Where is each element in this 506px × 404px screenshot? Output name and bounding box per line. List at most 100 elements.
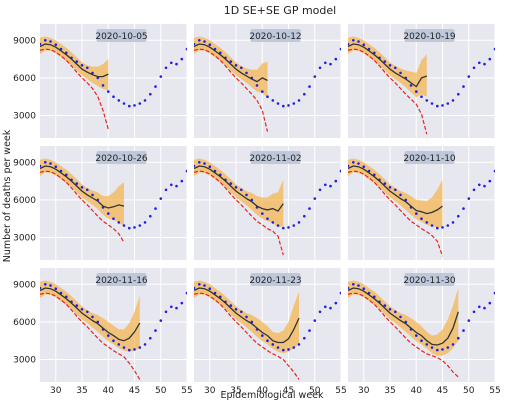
observed-point — [255, 84, 259, 87]
x-tick-label: 30 — [204, 386, 216, 396]
observed-point — [472, 188, 476, 192]
prediction-line — [348, 287, 459, 346]
observed-point — [488, 179, 492, 183]
uncertainty-band — [194, 36, 268, 98]
panel-date-box — [250, 29, 301, 42]
observed-point — [112, 217, 115, 220]
observed-point — [194, 286, 196, 290]
observed-point — [276, 346, 280, 349]
observed-point — [451, 99, 455, 102]
observed-point — [143, 221, 147, 224]
observed-point — [352, 161, 355, 164]
observed-point — [415, 90, 418, 93]
x-tick-label: 50 — [463, 386, 475, 396]
observed-point — [334, 301, 338, 305]
observed-point — [96, 320, 100, 324]
observed-point — [472, 310, 476, 314]
x-tick-label: 55 — [181, 386, 192, 396]
observed-point — [425, 99, 429, 102]
panel-date-box — [404, 29, 455, 42]
observed-point — [303, 336, 306, 340]
observed-point — [112, 95, 115, 98]
observed-point — [107, 334, 110, 337]
x-tick-label: 30 — [50, 386, 62, 396]
x-tick-label: 45 — [437, 386, 448, 396]
observed-point — [318, 188, 322, 192]
observed-point — [362, 287, 366, 291]
observed-point — [159, 319, 163, 322]
prediction-line — [194, 165, 284, 212]
observed-point — [208, 287, 212, 291]
observed-point — [324, 61, 327, 65]
observed-point — [175, 306, 178, 310]
observed-point — [282, 226, 285, 230]
observed-point — [86, 310, 89, 314]
observed-point — [138, 346, 142, 349]
chart-title: 1D SE+SE GP model — [224, 4, 336, 17]
x-tick-label: 40 — [103, 386, 115, 396]
observed-point — [49, 40, 52, 43]
observed-point — [399, 193, 402, 197]
observed-point — [261, 334, 264, 337]
observed-point — [394, 66, 397, 70]
y-tick-label: 3000 — [13, 111, 36, 121]
observed-point — [348, 286, 350, 290]
panel-plot-area — [348, 36, 495, 135]
observed-point — [149, 92, 152, 96]
x-axis-label: Epidemiological week — [220, 390, 324, 401]
panel-background — [40, 24, 187, 138]
observed-point — [478, 61, 481, 65]
observed-point — [276, 224, 280, 227]
observed-point — [75, 60, 79, 63]
observed-point — [462, 85, 465, 88]
observed-point — [292, 102, 296, 105]
observed-point — [308, 85, 311, 88]
observed-point — [318, 310, 322, 314]
observed-point — [339, 169, 341, 173]
observed-point — [112, 339, 115, 343]
observed-point — [234, 186, 238, 189]
subplot-panel: 2020-11-10 — [348, 146, 496, 260]
observed-point — [493, 169, 495, 173]
prediction-line — [40, 165, 125, 209]
observed-point — [44, 283, 47, 286]
observed-point — [357, 40, 360, 43]
observed-point — [394, 188, 397, 192]
observed-point — [101, 84, 105, 87]
trend-line — [40, 170, 125, 243]
observed-point — [80, 186, 84, 189]
panel-date-label: 2020-10-12 — [249, 32, 301, 42]
subplot-panel: 2020-11-02 — [194, 146, 342, 260]
trend-line — [348, 170, 444, 257]
observed-point — [164, 66, 168, 70]
x-tick-label: 30 — [358, 386, 370, 396]
observed-point — [49, 284, 52, 287]
x-tick-label: 50 — [155, 386, 167, 396]
subplot-panel: 2020-11-23 30 35 40 45 50 55 — [194, 268, 347, 396]
trend-line — [194, 48, 269, 132]
observed-point — [198, 161, 201, 164]
subplot-panel: 2020-10-12 — [194, 24, 342, 138]
observed-point — [488, 57, 492, 61]
observed-point — [107, 212, 110, 215]
x-tick-label: 55 — [489, 386, 500, 396]
observed-point — [229, 304, 233, 307]
observed-point — [154, 329, 157, 332]
prediction-line — [348, 165, 443, 215]
panel-date-label: 2020-11-10 — [403, 154, 456, 164]
observed-point — [388, 64, 392, 67]
observed-point — [203, 284, 206, 287]
observed-point — [245, 315, 248, 319]
observed-point — [180, 57, 184, 61]
observed-point — [54, 287, 58, 291]
observed-point — [324, 305, 327, 309]
observed-point — [138, 224, 142, 227]
y-tick-label: 9000 — [13, 36, 36, 46]
observed-point — [297, 343, 301, 346]
x-tick-label: 45 — [283, 386, 294, 396]
observed-point — [467, 75, 471, 78]
observed-point — [318, 66, 322, 70]
observed-point — [180, 301, 184, 305]
observed-point — [164, 188, 168, 192]
observed-point — [394, 310, 397, 314]
